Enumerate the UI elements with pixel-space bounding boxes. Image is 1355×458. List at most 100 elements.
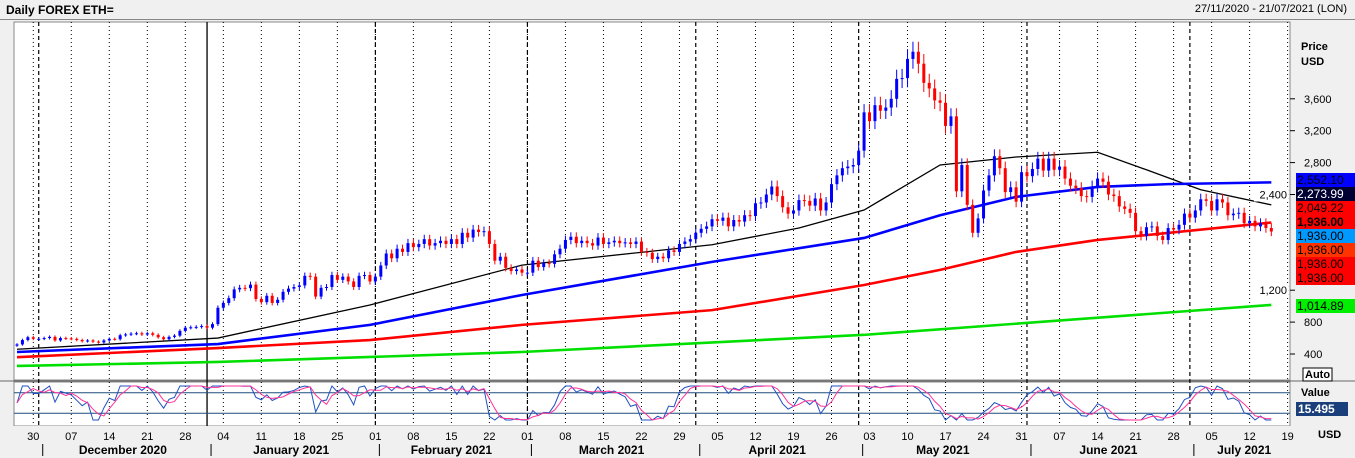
oscillator-value-badge bbox=[1296, 402, 1348, 416]
candle-body bbox=[113, 338, 117, 340]
candle-body bbox=[134, 333, 138, 335]
candle-body bbox=[248, 284, 252, 289]
auto-button[interactable] bbox=[1302, 367, 1333, 382]
candle-body bbox=[504, 256, 508, 268]
candle-body bbox=[1058, 166, 1062, 170]
price-chart[interactable]: 400 800 1,200 2,400 2,800 3,200 3,600 Price USD A… bbox=[0, 20, 1355, 458]
candle-body bbox=[960, 164, 964, 192]
candle-body bbox=[737, 220, 741, 222]
candle-body bbox=[857, 150, 861, 165]
candle-body bbox=[623, 242, 627, 244]
candle-body bbox=[297, 285, 301, 288]
candle-body bbox=[840, 168, 844, 176]
candle-body bbox=[705, 226, 709, 229]
candle-body bbox=[1079, 188, 1083, 197]
candle-body bbox=[1258, 223, 1262, 227]
candle-body bbox=[325, 287, 329, 289]
date-range[interactable]: 27/11/2020 - 21/07/2021 (LON) bbox=[1194, 3, 1347, 15]
candle-body bbox=[477, 229, 481, 232]
candle-body bbox=[781, 196, 785, 208]
candle-body bbox=[346, 276, 350, 282]
candle-body bbox=[444, 240, 448, 244]
candle-body bbox=[1036, 158, 1040, 169]
candle-body bbox=[677, 243, 681, 252]
candle-body bbox=[335, 275, 339, 280]
candle-body bbox=[124, 334, 128, 336]
candle-body bbox=[428, 239, 432, 246]
candle-body bbox=[482, 231, 486, 233]
candle-body bbox=[162, 337, 166, 340]
candle-body bbox=[422, 239, 426, 244]
candle-body bbox=[1025, 172, 1029, 177]
candle-body bbox=[53, 336, 57, 341]
month-label: April 2021 bbox=[749, 443, 807, 457]
candle-body bbox=[895, 78, 899, 99]
x-tick-label: 22 bbox=[483, 431, 495, 443]
candle-body bbox=[976, 218, 980, 233]
candle-body bbox=[254, 284, 258, 299]
candle-body bbox=[1155, 226, 1159, 236]
candle-body bbox=[352, 281, 356, 288]
candle-body bbox=[688, 239, 692, 242]
candle-body bbox=[802, 200, 806, 202]
x-tick-label: 30 bbox=[27, 431, 39, 443]
candle-body bbox=[1237, 212, 1241, 214]
candle-body bbox=[911, 51, 915, 59]
candle-body bbox=[971, 204, 975, 233]
candle-body bbox=[319, 287, 323, 297]
candle-body bbox=[1264, 223, 1268, 228]
candle-body bbox=[1030, 168, 1034, 177]
price-label: 1,936.00 bbox=[1296, 243, 1355, 257]
auto-label: Auto bbox=[1305, 369, 1330, 381]
y-tick-label: 1,200 bbox=[1259, 285, 1287, 297]
candle-body bbox=[189, 327, 193, 329]
candle-body bbox=[650, 252, 654, 260]
candle-body bbox=[884, 107, 888, 111]
candle-body bbox=[172, 335, 176, 337]
candle-body bbox=[48, 336, 52, 339]
candle-body bbox=[748, 215, 752, 217]
candle-body bbox=[1101, 178, 1105, 182]
candle-body bbox=[889, 98, 893, 108]
candle-body bbox=[1085, 196, 1089, 198]
candle-body bbox=[1003, 168, 1007, 193]
candle-body bbox=[819, 198, 823, 211]
price-label: 2,049.22 bbox=[1296, 201, 1355, 215]
candle-body bbox=[379, 265, 383, 277]
oscillator-panel bbox=[13, 381, 1291, 427]
candle-body bbox=[1090, 186, 1094, 197]
candle-body bbox=[1172, 227, 1176, 230]
candle-body bbox=[1074, 185, 1078, 189]
candle-body bbox=[1014, 187, 1018, 202]
candle-body bbox=[178, 330, 182, 336]
month-label: July 2021 bbox=[1217, 443, 1271, 457]
candle-body bbox=[1182, 213, 1186, 225]
oscillator-value: 15.495 bbox=[1298, 402, 1335, 416]
y-tick-label: 3,600 bbox=[1304, 94, 1332, 106]
candle-body bbox=[1161, 235, 1165, 240]
candle-body bbox=[1204, 199, 1208, 201]
candle-body bbox=[265, 295, 269, 303]
candle-body bbox=[417, 243, 421, 248]
candle-body bbox=[1128, 208, 1132, 213]
candle-body bbox=[547, 263, 551, 265]
candle-body bbox=[156, 334, 160, 338]
oscillator-currency-label: USD bbox=[1318, 429, 1341, 441]
x-tick-label: 26 bbox=[825, 431, 837, 443]
candle-body bbox=[1106, 181, 1110, 195]
candle-body bbox=[851, 164, 855, 167]
candle-body bbox=[574, 236, 578, 244]
candle-body bbox=[80, 340, 84, 342]
x-tick-label: 07 bbox=[1053, 431, 1065, 443]
candle-body bbox=[42, 338, 46, 340]
candle-body bbox=[1052, 158, 1056, 170]
candle-body bbox=[1269, 227, 1273, 232]
x-tick-label: 03 bbox=[863, 431, 875, 443]
candle-body bbox=[91, 340, 95, 342]
candle-body bbox=[916, 51, 920, 64]
candle-body bbox=[1041, 158, 1045, 171]
candle-body bbox=[987, 175, 991, 191]
x-tick-label: 21 bbox=[1129, 431, 1141, 443]
x-tick-label: 25 bbox=[331, 431, 343, 443]
candle-body bbox=[601, 237, 605, 244]
